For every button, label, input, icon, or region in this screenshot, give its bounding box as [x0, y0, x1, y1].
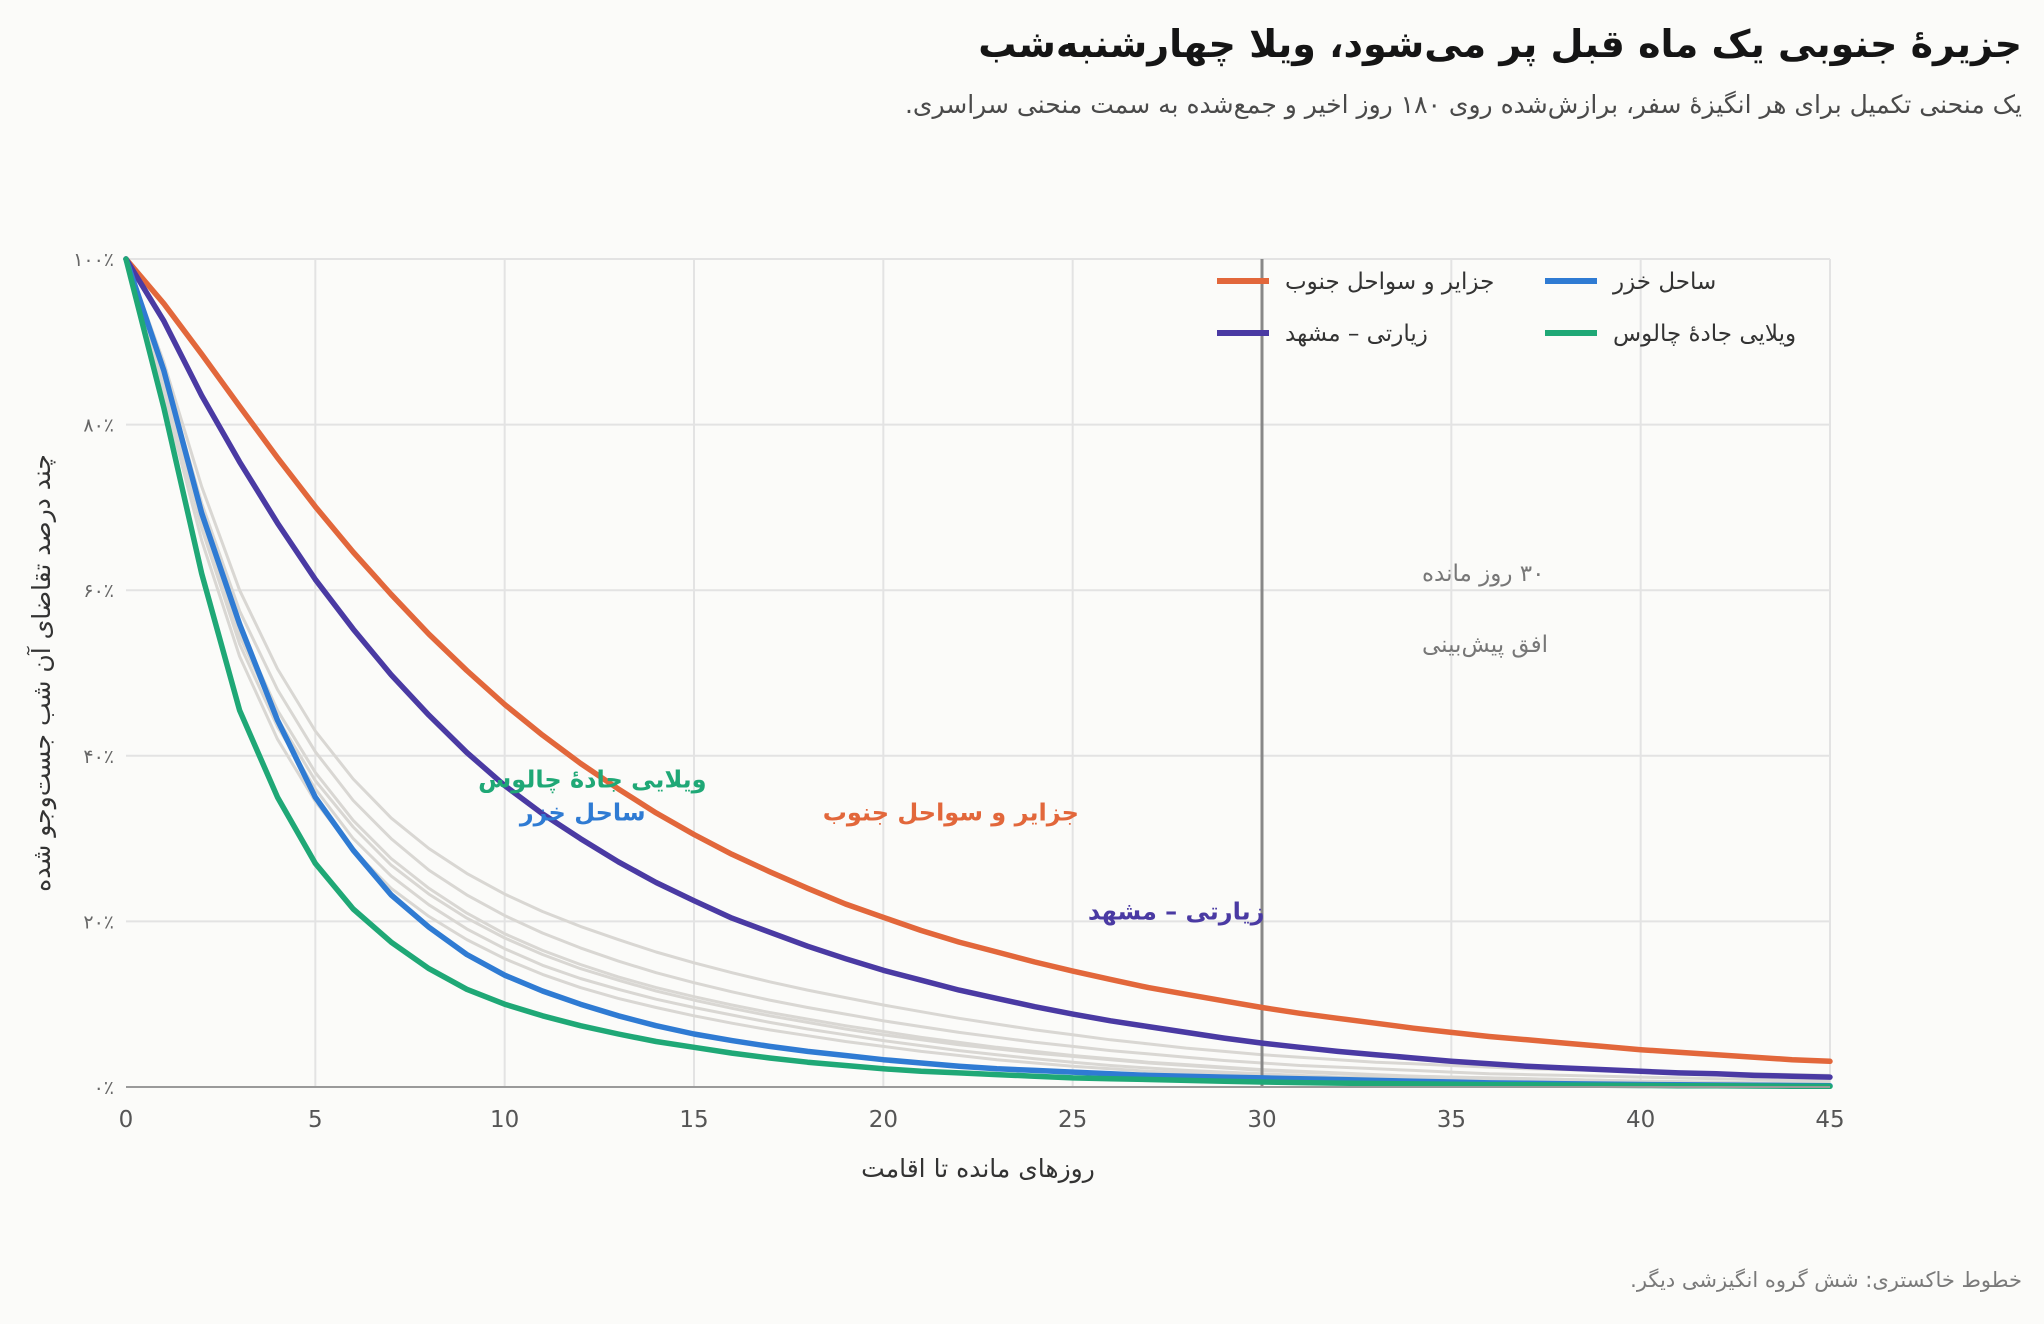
x-tick-label: 20: [869, 1107, 898, 1133]
x-tick-label: 40: [1626, 1107, 1655, 1133]
x-axis-title: روزهای مانده تا اقامت: [861, 1154, 1095, 1184]
legend-label-villa: ویلایی جادهٔ چالوس: [1613, 321, 1796, 347]
background-series-layer: [124, 258, 1831, 1087]
y-tick-label: ۴۰٪: [83, 746, 114, 768]
series-line-caspian: [123, 256, 1833, 1089]
background-series-line: [124, 258, 1831, 1086]
series-layer: [123, 256, 1833, 1090]
legend: جزایر و سواحل جنوب ساحل خزر زیارتی – مشهد و…: [1217, 269, 1796, 347]
inline-label-layer: ویلایی جادهٔ چالوس ساحل خزر جزایر و سواحل …: [478, 765, 1264, 925]
chart-subtitle: یک منحنی تکمیل برای هر انگیزهٔ سفر، براز…: [904, 90, 2022, 119]
legend-label-pilgrimage: زیارتی – مشهد: [1285, 321, 1428, 347]
x-tick-label: 25: [1058, 1107, 1087, 1133]
x-tick-label: 15: [679, 1107, 708, 1133]
series-line-pilgrimage: [123, 256, 1833, 1080]
reference-label: ۳۰ روز مانده: [1422, 561, 1545, 587]
background-series-line: [124, 258, 1831, 1083]
y-tick-label: ۰٪: [94, 1077, 114, 1099]
series-line-islands: [123, 256, 1833, 1065]
x-tick-label: 0: [119, 1107, 134, 1133]
background-series-line: [124, 258, 1831, 1086]
inline-label-pilgrimage: زیارتی – مشهد: [1088, 898, 1265, 926]
y-tick-label: ۸۰٪: [83, 415, 114, 437]
background-series-line: [124, 258, 1831, 1086]
y-tick-label: ۶۰٪: [83, 580, 114, 602]
y-tick-label: ۲۰٪: [83, 911, 114, 933]
x-tick-label: 45: [1815, 1107, 1844, 1133]
x-tick-label: 35: [1437, 1107, 1466, 1133]
inline-label-villa: ویلایی جادهٔ چالوس: [478, 765, 706, 793]
inline-label-islands: جزایر و سواحل جنوب: [823, 798, 1079, 826]
y-axis-title: چند درصد تقاضای آن شب جست‌وجو شده: [26, 454, 57, 892]
reference-label: افق پیش‌بینی: [1422, 632, 1548, 658]
inline-label-caspian: ساحل خزر: [519, 798, 646, 826]
x-tick-label: 5: [308, 1107, 323, 1133]
chart-title: جزیرهٔ جنوبی یک ماه قبل پر می‌شود، ویلا …: [978, 22, 2022, 66]
background-series-line: [124, 258, 1831, 1087]
x-tick-label: 10: [490, 1107, 519, 1133]
x-tick-label: 30: [1247, 1107, 1276, 1133]
reference-line-layer: ۳۰ روز مانده افق پیش‌بینی: [1260, 259, 1548, 1087]
grid-layer: [126, 258, 1831, 1087]
footnote: خطوط خاکستری: شش گروه انگیزشی دیگر.: [1630, 1268, 2022, 1292]
legend-label-caspian: ساحل خزر: [1612, 269, 1716, 295]
series-line-villa: [123, 256, 1833, 1090]
y-tick-label: ۱۰۰٪: [73, 249, 114, 271]
legend-label-islands: جزایر و سواحل جنوب: [1285, 269, 1494, 295]
axis-layer: 0 5 10 15 20 25 30 35 40 45 ۰٪ ۲۰٪ ۴۰٪ ۶۰٪ ۸۰٪ ۱۰۰٪ روزه…: [26, 249, 1845, 1184]
